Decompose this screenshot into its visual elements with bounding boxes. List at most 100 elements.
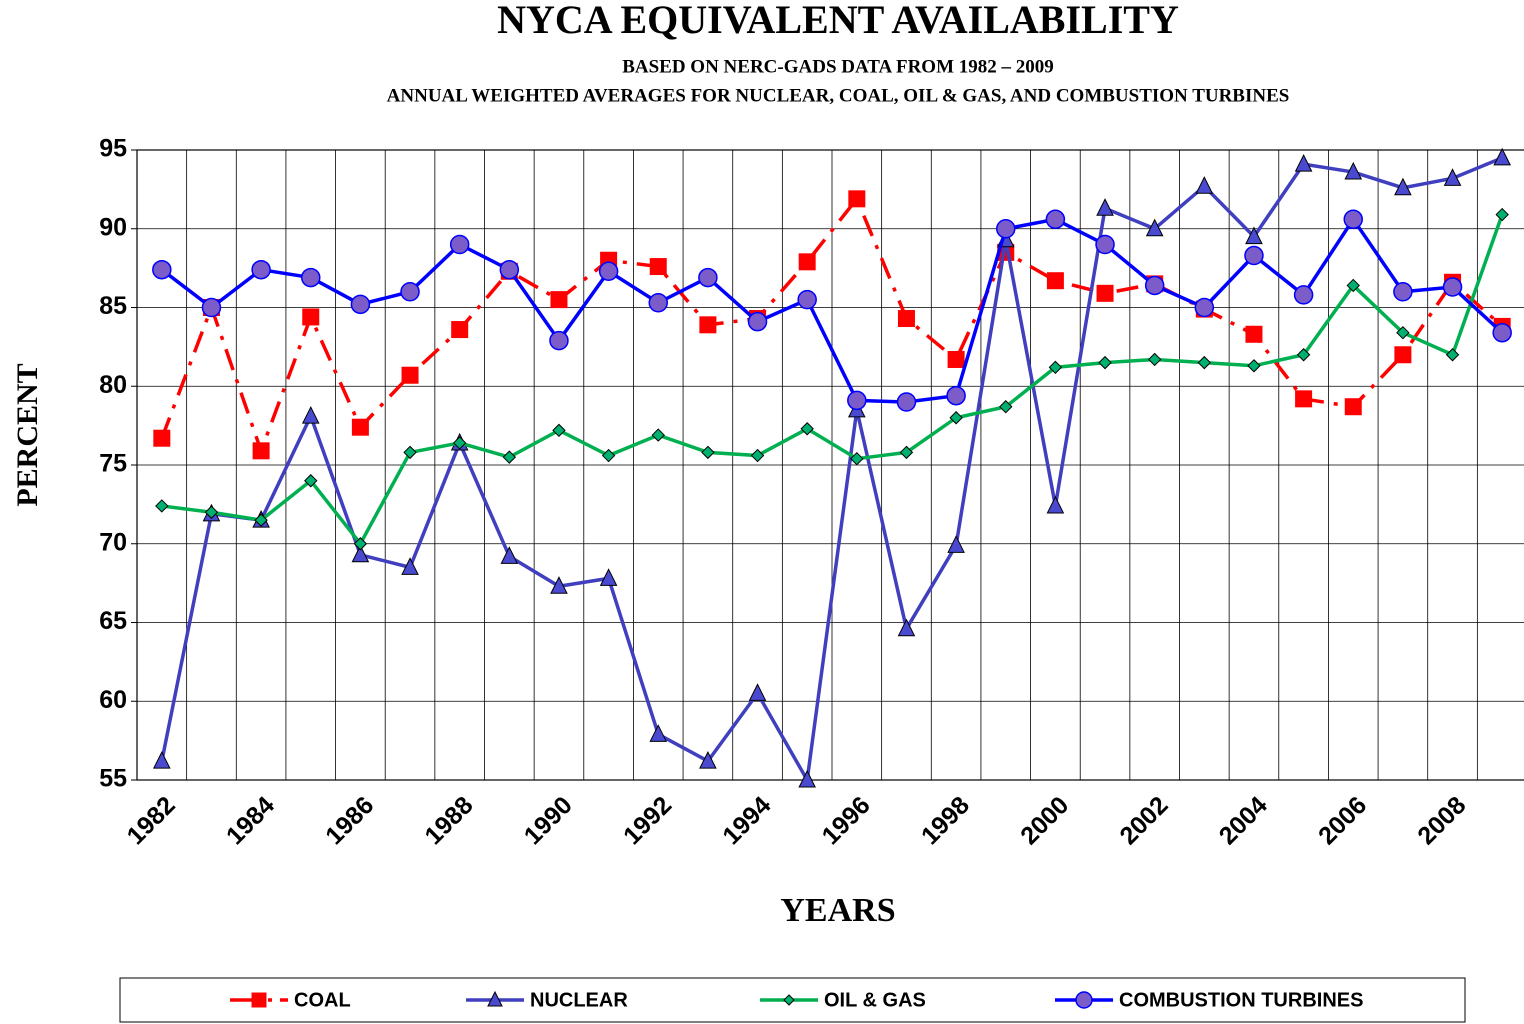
x-tick-label: 1982 — [122, 791, 181, 850]
data-point — [252, 442, 270, 460]
data-point — [649, 724, 668, 742]
data-point — [1344, 161, 1363, 180]
data-point — [403, 445, 417, 460]
data-point — [1294, 154, 1313, 172]
data-point — [1098, 355, 1112, 370]
data-point — [1095, 234, 1115, 255]
data-point — [254, 513, 268, 527]
data-point — [1147, 352, 1162, 367]
data-point — [800, 422, 814, 436]
y-tick-label: 55 — [99, 765, 127, 793]
y-tick-label: 85 — [99, 292, 127, 320]
legend-marker — [1075, 991, 1093, 1009]
data-point — [155, 499, 169, 513]
data-point — [1442, 277, 1463, 297]
data-point — [451, 321, 469, 339]
plot-border — [136, 149, 1524, 781]
x-axis-label: YEARS — [780, 892, 895, 929]
x-tick-label: 1998 — [916, 791, 975, 850]
data-point — [1346, 278, 1360, 293]
data-point — [747, 311, 768, 332]
data-point — [1393, 282, 1413, 302]
data-point — [549, 330, 569, 351]
data-point — [798, 769, 816, 788]
data-point — [1244, 245, 1264, 266]
data-point — [552, 423, 566, 438]
data-point — [599, 568, 618, 586]
chart-subtitle: ANNUAL WEIGHTED AVERAGES FOR NUCLEAR, CO… — [387, 85, 1290, 106]
data-point — [1343, 209, 1363, 230]
data-point — [351, 544, 370, 563]
data-point — [1245, 325, 1263, 343]
y-axis-label: PERCENT — [11, 363, 44, 506]
x-tick-label: 2008 — [1412, 791, 1471, 850]
data-point — [850, 451, 864, 466]
data-point — [896, 392, 917, 412]
data-point — [1145, 218, 1164, 237]
data-point — [1046, 272, 1064, 290]
y-tick-label: 70 — [99, 528, 127, 556]
legend-marker — [783, 994, 795, 1006]
data-point — [797, 289, 817, 310]
x-tick-label: 2004 — [1214, 791, 1273, 850]
data-point — [648, 293, 668, 313]
data-point — [946, 385, 966, 406]
data-point — [153, 750, 171, 769]
data-point — [947, 535, 965, 553]
x-tick-label: 1994 — [717, 791, 776, 850]
data-point — [550, 291, 568, 309]
legend-label: NUCLEAR — [530, 989, 628, 1011]
data-point — [350, 294, 371, 315]
x-tick-label: 1988 — [419, 791, 478, 850]
data-point — [1344, 398, 1362, 416]
y-tick-label: 95 — [99, 135, 127, 163]
legend-label: COAL — [294, 989, 351, 1011]
x-tick-label: 1990 — [519, 791, 578, 850]
data-point — [353, 537, 368, 551]
legend-marker — [251, 992, 267, 1008]
data-point — [502, 450, 517, 464]
data-point — [1096, 198, 1114, 216]
data-point — [999, 400, 1013, 414]
data-point — [798, 253, 816, 271]
data-point — [1295, 390, 1313, 408]
x-tick-label: 2002 — [1114, 791, 1173, 850]
data-point — [699, 750, 717, 769]
data-point — [449, 234, 470, 255]
data-point — [153, 429, 171, 447]
legend-marker — [487, 990, 503, 1007]
data-point — [301, 406, 320, 424]
data-point — [304, 474, 318, 488]
data-point — [1293, 285, 1314, 305]
y-tick-label: 65 — [99, 607, 127, 635]
data-point — [847, 390, 867, 411]
data-point — [897, 618, 916, 637]
data-point — [649, 258, 667, 276]
data-point — [1194, 297, 1215, 318]
data-point — [1445, 348, 1460, 362]
series-line — [161, 213, 1504, 547]
y-tick-label: 60 — [99, 686, 127, 714]
x-tick-label: 1986 — [320, 791, 379, 850]
data-point — [1144, 275, 1165, 296]
data-point — [1245, 226, 1263, 245]
x-tick-label: 2000 — [1015, 791, 1074, 850]
data-point — [1296, 348, 1311, 362]
data-point — [400, 282, 420, 302]
data-point — [748, 683, 767, 701]
x-tick-label: 1996 — [817, 791, 876, 850]
data-point — [550, 576, 568, 594]
data-point — [1394, 346, 1412, 364]
data-point — [897, 310, 915, 328]
data-point — [1396, 325, 1410, 340]
data-point — [598, 261, 619, 282]
data-point — [1493, 147, 1511, 166]
data-point — [1443, 168, 1462, 186]
data-point — [701, 445, 715, 460]
data-point — [1046, 495, 1065, 514]
y-tick-label: 75 — [99, 450, 127, 478]
data-point — [301, 267, 321, 288]
x-tick-label: 1992 — [618, 791, 677, 850]
data-point — [401, 366, 419, 384]
